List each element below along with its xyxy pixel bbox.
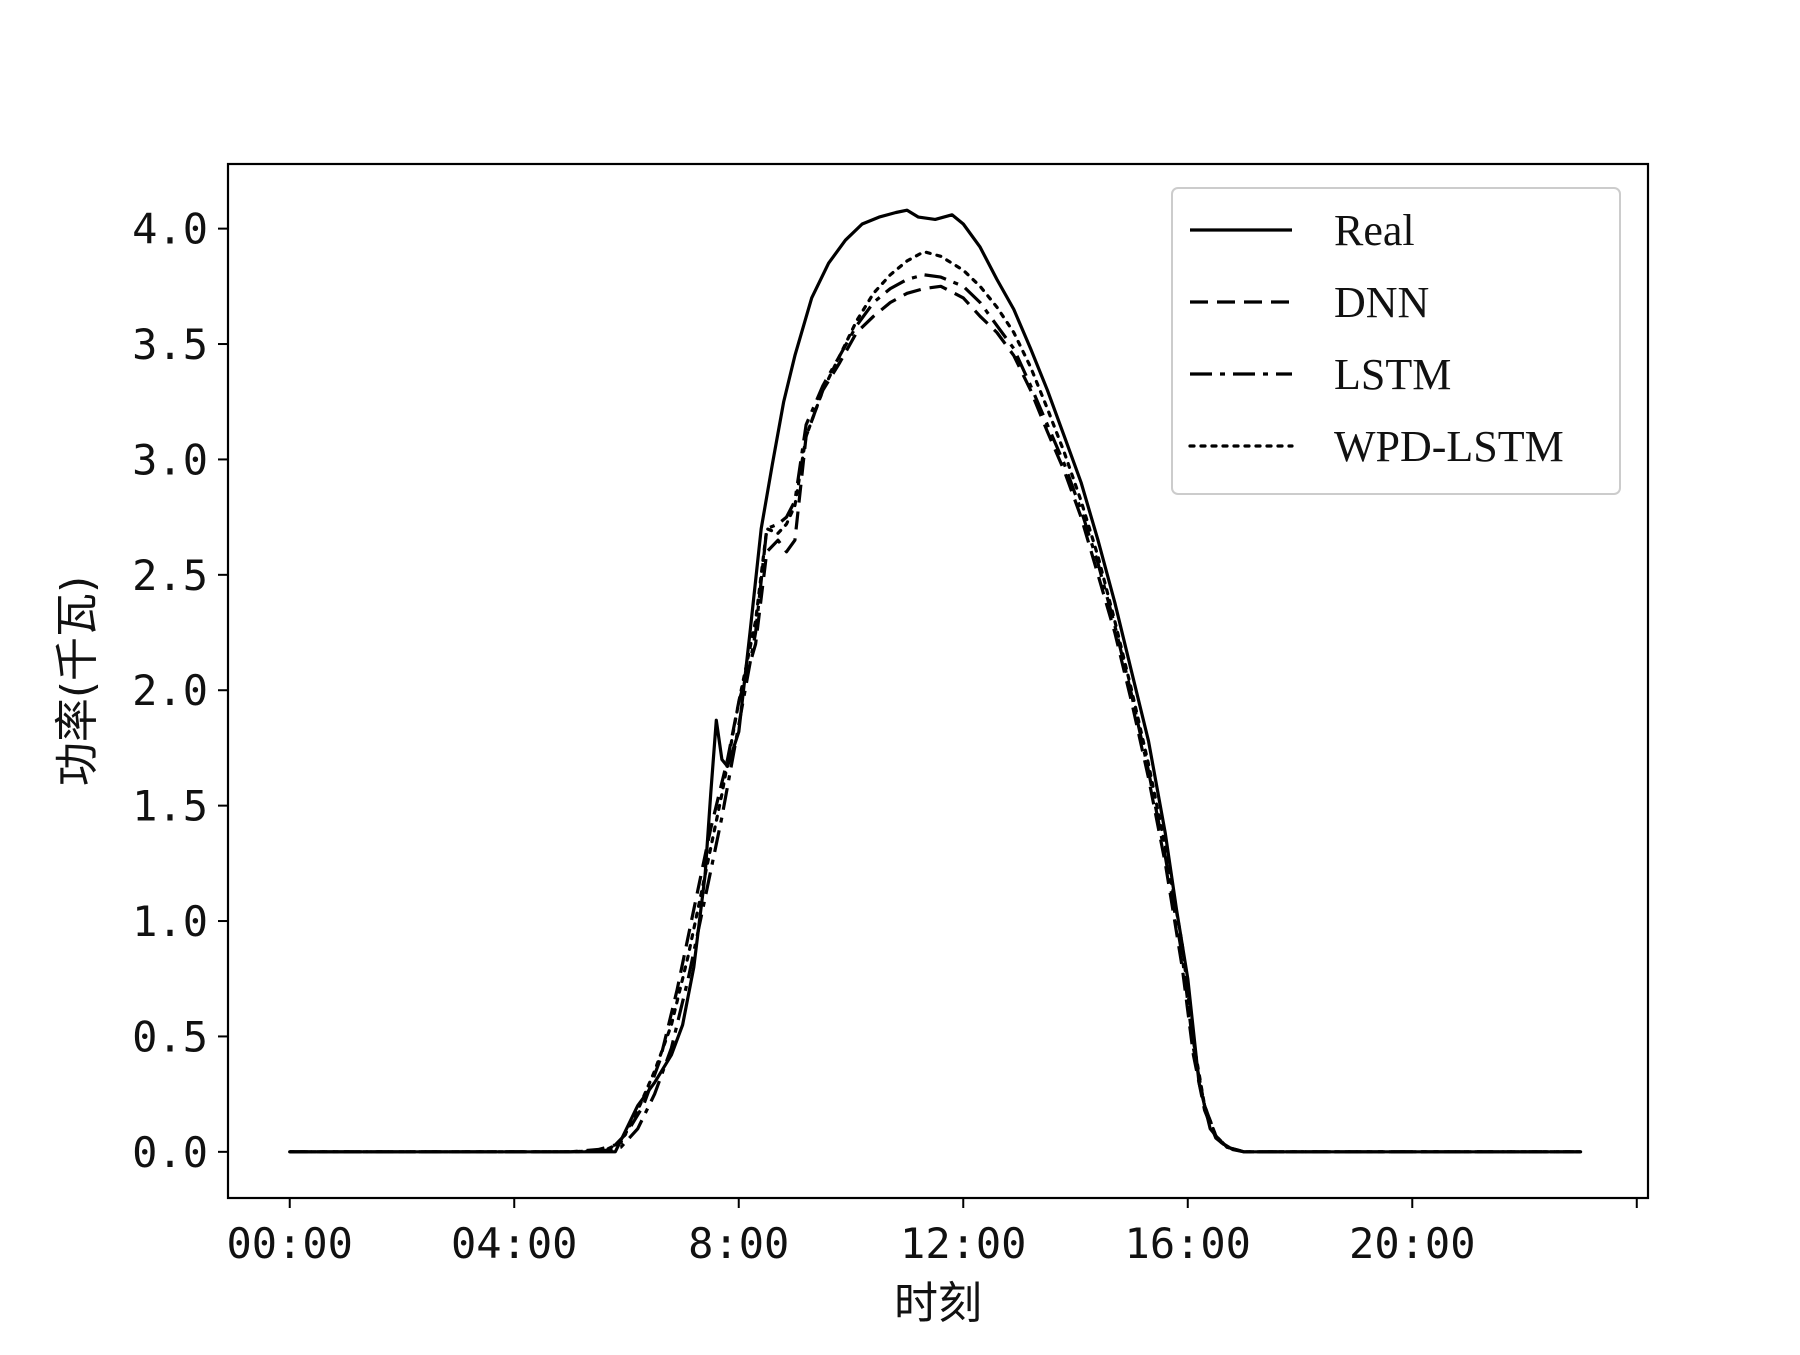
y-tick-label: 1.5 xyxy=(132,782,208,831)
legend-label: Real xyxy=(1334,206,1415,255)
y-tick-label: 0.5 xyxy=(132,1012,208,1061)
legend-label: LSTM xyxy=(1334,350,1451,399)
legend-item: DNN xyxy=(1190,278,1429,327)
y-axis-title: 功率(千瓦) xyxy=(52,576,103,786)
y-tick-label: 4.0 xyxy=(132,205,208,254)
y-tick-label: 1.0 xyxy=(132,897,208,946)
y-axis-ticks: 0.0 0.5 1.0 1.5 2.0 2.5 3.0 3.5 4.0 xyxy=(132,205,228,1177)
x-tick-label: 12:00 xyxy=(900,1219,1026,1268)
x-tick-label: 16:00 xyxy=(1125,1219,1251,1268)
y-tick-label: 3.5 xyxy=(132,320,208,369)
legend-item: Real xyxy=(1190,206,1415,255)
legend-label: DNN xyxy=(1334,278,1429,327)
legend: Real DNN LSTM WPD-LSTM xyxy=(1171,187,1621,495)
legend-item: WPD-LSTM xyxy=(1188,422,1564,471)
x-tick-label: 8:00 xyxy=(688,1219,789,1268)
y-tick-label: 2.5 xyxy=(132,551,208,600)
x-axis-ticks: 00:00 04:00 8:00 12:00 16:00 20:00 xyxy=(227,1198,1638,1268)
plot-frame xyxy=(226,162,1650,1200)
x-axis-title: 时刻 xyxy=(894,1278,982,1329)
series-line-lstm xyxy=(289,273,1581,1154)
x-tick-label: 04:00 xyxy=(451,1219,577,1268)
series-lines xyxy=(288,208,1583,1154)
legend-item: LSTM xyxy=(1190,350,1451,399)
legend-items: Real DNN LSTM WPD-LSTM xyxy=(1188,206,1564,471)
x-tick-label: 00:00 xyxy=(227,1219,353,1268)
legend-box xyxy=(1171,187,1621,495)
y-tick-label: 0.0 xyxy=(132,1128,208,1177)
y-tick-label: 3.0 xyxy=(132,435,208,484)
series-line-wpd-lstm xyxy=(288,250,1583,1154)
legend-label: WPD-LSTM xyxy=(1334,422,1564,471)
y-tick-label: 2.0 xyxy=(132,666,208,715)
x-tick-label: 20:00 xyxy=(1349,1219,1475,1268)
